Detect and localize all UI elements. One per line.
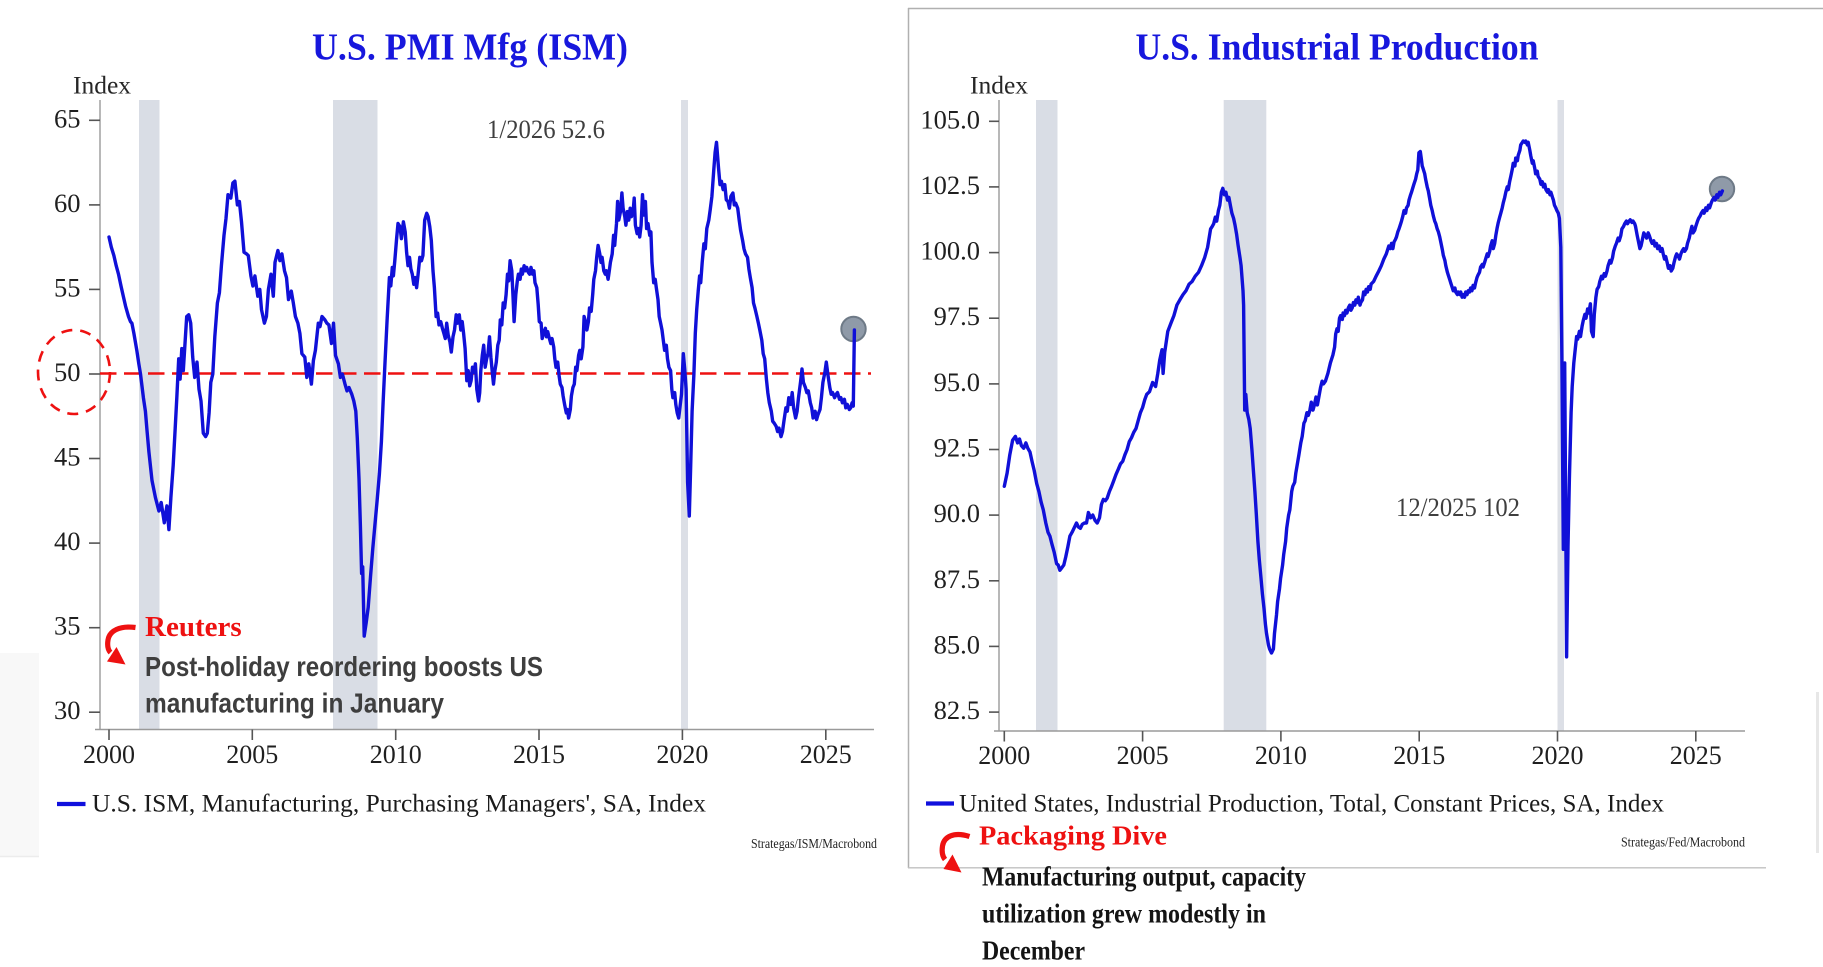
svg-text:2005: 2005 bbox=[1117, 741, 1169, 770]
svg-text:97.5: 97.5 bbox=[934, 301, 980, 331]
svg-text:2020: 2020 bbox=[1532, 741, 1584, 770]
svg-text:102.5: 102.5 bbox=[920, 170, 980, 200]
svg-text:2000: 2000 bbox=[83, 740, 135, 769]
svg-text:Index: Index bbox=[73, 70, 131, 99]
svg-text:December: December bbox=[982, 935, 1085, 966]
svg-text:2000: 2000 bbox=[978, 741, 1030, 770]
svg-text:65: 65 bbox=[54, 103, 81, 133]
svg-text:40: 40 bbox=[54, 526, 81, 556]
svg-text:Reuters: Reuters bbox=[145, 611, 242, 643]
svg-text:100.0: 100.0 bbox=[920, 236, 980, 266]
svg-text:95.0: 95.0 bbox=[934, 367, 980, 397]
svg-text:Index: Index bbox=[970, 70, 1028, 99]
svg-text:105.0: 105.0 bbox=[920, 104, 980, 134]
svg-text:2025: 2025 bbox=[1670, 741, 1722, 770]
svg-text:55: 55 bbox=[54, 272, 81, 302]
svg-text:Packaging Dive: Packaging Dive bbox=[979, 820, 1167, 851]
svg-text:2005: 2005 bbox=[226, 740, 278, 769]
svg-text:Post-holiday reordering boosts: Post-holiday reordering boosts US bbox=[145, 651, 543, 682]
svg-text:90.0: 90.0 bbox=[934, 498, 980, 528]
svg-text:United States, Industrial Prod: United States, Industrial Production, To… bbox=[959, 789, 1664, 818]
svg-text:U.S. ISM, Manufacturing, Purch: U.S. ISM, Manufacturing, Purchasing Mana… bbox=[92, 789, 706, 818]
svg-text:2015: 2015 bbox=[1393, 741, 1445, 770]
svg-text:30: 30 bbox=[54, 695, 81, 725]
svg-text:50: 50 bbox=[54, 357, 81, 387]
svg-text:U.S. PMI Mfg (ISM): U.S. PMI Mfg (ISM) bbox=[312, 27, 628, 69]
svg-text:2010: 2010 bbox=[370, 740, 422, 769]
svg-text:82.5: 82.5 bbox=[934, 695, 980, 725]
svg-text:Strategas/Fed/Macrobond: Strategas/Fed/Macrobond bbox=[1621, 836, 1745, 851]
svg-text:87.5: 87.5 bbox=[934, 564, 980, 594]
svg-text:Manufacturing output, capacity: Manufacturing output, capacity bbox=[982, 861, 1306, 892]
svg-text:35: 35 bbox=[54, 611, 81, 641]
svg-text:utilization grew modestly in: utilization grew modestly in bbox=[982, 898, 1266, 929]
svg-text:2020: 2020 bbox=[656, 740, 708, 769]
svg-text:2025: 2025 bbox=[800, 740, 852, 769]
svg-text:85.0: 85.0 bbox=[934, 629, 980, 659]
svg-text:manufacturing in January: manufacturing in January bbox=[145, 688, 445, 719]
svg-text:45: 45 bbox=[54, 442, 81, 472]
svg-text:2015: 2015 bbox=[513, 740, 565, 769]
svg-text:92.5: 92.5 bbox=[934, 433, 980, 463]
svg-text:2010: 2010 bbox=[1255, 741, 1307, 770]
svg-text:Strategas/ISM/Macrobond: Strategas/ISM/Macrobond bbox=[751, 837, 877, 852]
svg-text:U.S. Industrial Production: U.S. Industrial Production bbox=[1136, 27, 1539, 69]
svg-text:12/2025 102: 12/2025 102 bbox=[1396, 493, 1520, 522]
svg-text:60: 60 bbox=[54, 188, 81, 218]
svg-text:1/2026 52.6: 1/2026 52.6 bbox=[487, 115, 605, 144]
